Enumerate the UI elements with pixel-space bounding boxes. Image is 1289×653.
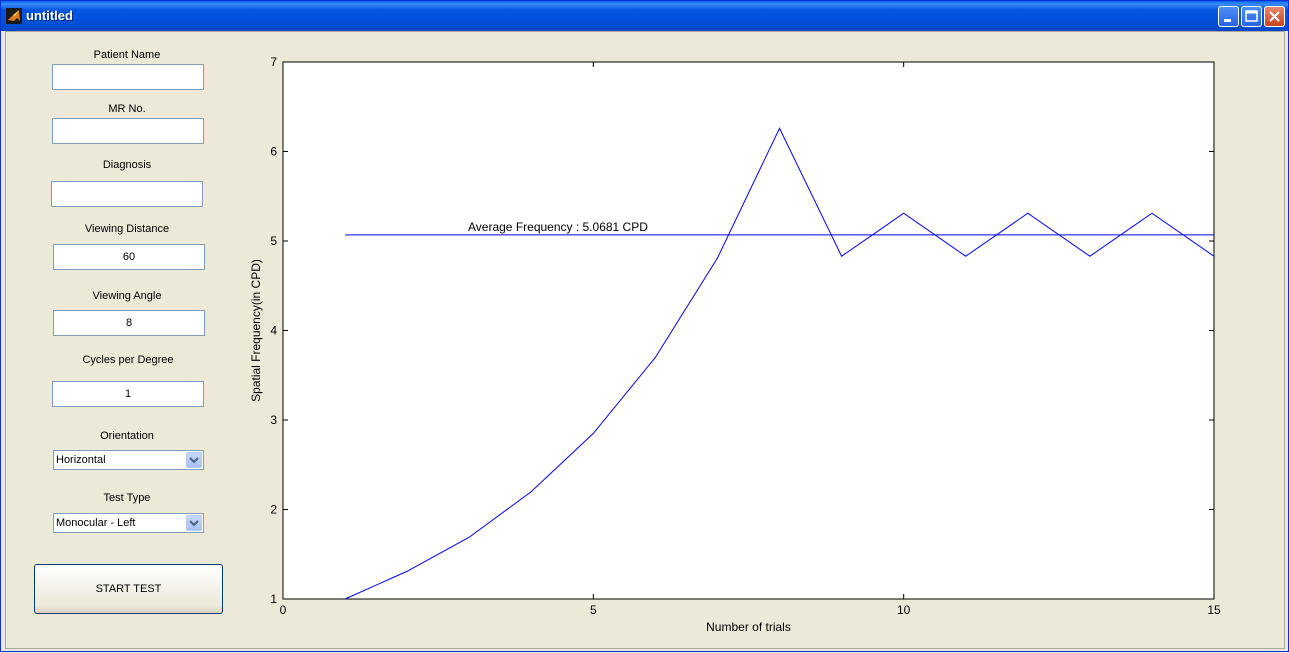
orientation-value: Horizontal [56,454,106,466]
y-axis-label: Spatial Frequency(in CPD) [249,259,263,402]
matlab-icon [6,8,22,24]
diagnosis-field[interactable] [51,181,203,207]
title-bar[interactable]: untitled [1,1,1288,31]
test-type-value: Monocular - Left [56,517,136,529]
chevron-down-icon [189,457,199,464]
viewing-distance-label: Viewing Distance [84,223,170,235]
y-tick-label: 3 [270,413,277,427]
y-tick-label: 6 [270,145,277,159]
figure-frame [5,31,1285,649]
plot-area [282,61,1215,600]
y-tick-label: 4 [270,324,277,338]
cycles-per-degree-field[interactable]: 1 [52,381,204,407]
maximize-button[interactable] [1241,6,1262,27]
start-test-button[interactable]: START TEST [34,564,223,614]
cycles-per-degree-label: Cycles per Degree [82,354,174,366]
y-tick-label: 1 [270,592,277,606]
x-tick-label: 0 [280,603,287,617]
x-axis-label: Number of trials [706,620,791,634]
close-button[interactable] [1264,6,1285,27]
average-annotation: Average Frequency : 5.0681 CPD [468,220,648,234]
x-tick-label: 10 [897,603,911,617]
patient-name-field[interactable] [52,64,204,90]
x-tick-label: 5 [590,603,597,617]
viewing-distance-field[interactable]: 60 [53,244,205,270]
diagnosis-label: Diagnosis [102,159,152,171]
y-tick-label: 5 [270,234,277,248]
test-type-dropdown-button[interactable] [186,515,202,531]
window-title: untitled [26,8,73,23]
patient-name-label: Patient Name [93,49,161,61]
orientation-dropdown-button[interactable] [186,452,202,468]
orientation-label: Orientation [100,430,154,442]
mr-no-label: MR No. [108,103,146,115]
frequency-series-line [344,127,1215,600]
test-type-label: Test Type [103,492,151,504]
orientation-select[interactable]: Horizontal [53,450,204,470]
test-type-select[interactable]: Monocular - Left [53,513,204,533]
minimize-button[interactable] [1218,6,1239,27]
viewing-angle-field[interactable]: 8 [53,310,205,336]
chevron-down-icon [189,520,199,527]
minimize-icon [1224,19,1231,22]
viewing-angle-label: Viewing Angle [92,290,162,302]
x-tick-label: 15 [1207,603,1221,617]
y-tick-label: 2 [270,503,277,517]
y-tick-label: 7 [270,55,277,69]
maximize-icon [1245,10,1258,22]
close-icon [1269,11,1280,22]
mr-no-field[interactable] [52,118,204,144]
